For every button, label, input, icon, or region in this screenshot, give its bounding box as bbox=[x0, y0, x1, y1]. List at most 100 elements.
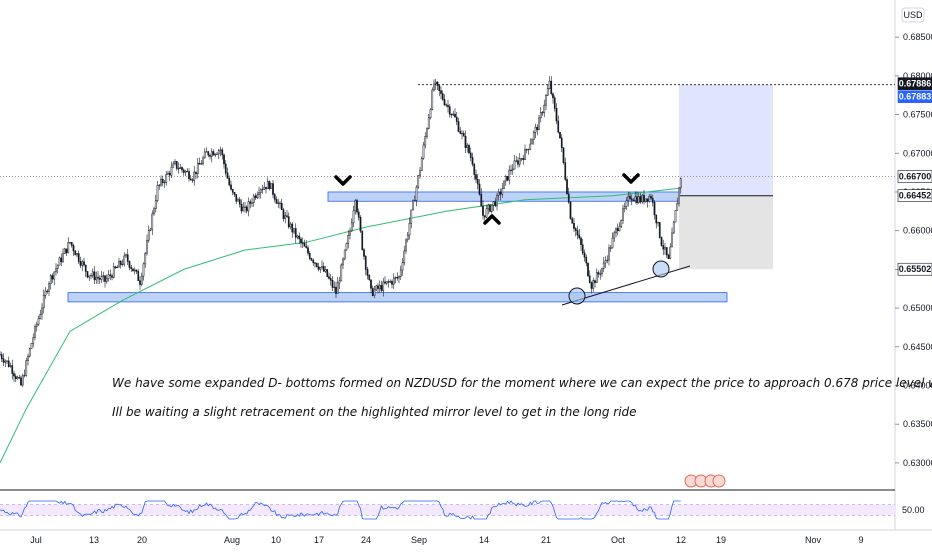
candle bbox=[126, 249, 129, 265]
candle bbox=[604, 256, 607, 268]
candle bbox=[510, 164, 512, 175]
candle bbox=[594, 279, 596, 288]
candle bbox=[531, 138, 533, 145]
candle bbox=[511, 164, 514, 175]
candle bbox=[413, 195, 416, 202]
currency-badge[interactable] bbox=[901, 7, 925, 23]
candle bbox=[105, 274, 108, 284]
candle bbox=[289, 221, 292, 230]
candle bbox=[326, 269, 329, 278]
candle bbox=[401, 257, 404, 276]
candle bbox=[56, 264, 59, 274]
candle bbox=[438, 85, 441, 97]
candle bbox=[343, 249, 346, 261]
time-tick-label: 13 bbox=[89, 535, 99, 545]
candle bbox=[496, 192, 498, 211]
candle bbox=[245, 205, 248, 214]
candle bbox=[238, 196, 241, 208]
candle bbox=[665, 247, 668, 258]
price-tag[interactable]: 0.65502 bbox=[897, 262, 932, 276]
candle bbox=[545, 93, 547, 110]
candle bbox=[329, 274, 332, 286]
candle bbox=[216, 151, 218, 155]
candle bbox=[345, 242, 348, 251]
candle bbox=[387, 279, 390, 288]
candle bbox=[492, 201, 495, 211]
candle bbox=[125, 253, 127, 259]
candle bbox=[431, 87, 434, 111]
candle bbox=[319, 266, 322, 274]
candle bbox=[679, 177, 682, 194]
time-tick-label: Oct bbox=[611, 535, 626, 545]
candle bbox=[123, 252, 126, 267]
trade-target-area[interactable] bbox=[679, 84, 773, 196]
candle bbox=[366, 266, 369, 280]
candle bbox=[410, 209, 413, 229]
candle bbox=[314, 262, 316, 268]
price-tag-label: 0.66452 bbox=[899, 191, 932, 201]
candle bbox=[476, 174, 479, 190]
candle bbox=[254, 193, 257, 201]
time-tick-label: 9 bbox=[858, 535, 863, 545]
candle bbox=[83, 257, 85, 267]
candle bbox=[333, 281, 336, 292]
candle bbox=[336, 276, 339, 294]
candle bbox=[357, 208, 360, 221]
candle bbox=[156, 181, 159, 203]
economic-events-icon[interactable] bbox=[684, 474, 726, 488]
candle bbox=[90, 273, 92, 280]
candle bbox=[284, 212, 287, 224]
candle bbox=[454, 108, 456, 118]
price-tag[interactable]: 0.67883 bbox=[897, 90, 932, 103]
candle bbox=[340, 263, 343, 282]
candle bbox=[632, 198, 635, 202]
candle bbox=[651, 194, 654, 207]
candle bbox=[128, 260, 131, 271]
candle bbox=[77, 250, 80, 264]
price-tag[interactable]: 0.66700 bbox=[897, 170, 932, 183]
candle bbox=[485, 204, 488, 219]
bottom-circle-right bbox=[652, 260, 670, 278]
candle bbox=[167, 170, 169, 175]
candle bbox=[352, 205, 355, 227]
candle bbox=[669, 242, 672, 260]
rsi-band bbox=[0, 504, 895, 516]
candle bbox=[303, 239, 306, 247]
candle bbox=[130, 264, 133, 272]
candles-layer bbox=[0, 76, 682, 388]
candle bbox=[42, 289, 45, 314]
candle bbox=[667, 253, 670, 260]
trade-stop-area[interactable] bbox=[679, 195, 773, 270]
price-tag[interactable]: 0.67886 bbox=[897, 77, 932, 90]
candle bbox=[583, 249, 586, 262]
zone-lower[interactable] bbox=[67, 292, 728, 303]
candle bbox=[644, 198, 647, 203]
annotation-line-1: We have some expanded D- bottoms formed … bbox=[112, 376, 932, 390]
candle bbox=[230, 180, 232, 191]
moving-average-line bbox=[0, 187, 681, 464]
candle bbox=[506, 176, 509, 182]
price-tag[interactable]: 0.66452 bbox=[897, 189, 932, 202]
candle bbox=[226, 167, 229, 179]
candle bbox=[70, 241, 73, 248]
candle bbox=[452, 110, 455, 117]
candle bbox=[51, 273, 54, 283]
candle bbox=[240, 199, 243, 214]
candle bbox=[532, 130, 535, 145]
candle bbox=[321, 260, 323, 270]
candle bbox=[382, 277, 385, 297]
candle bbox=[223, 153, 225, 169]
candle bbox=[219, 146, 222, 157]
candle bbox=[76, 252, 78, 258]
candle bbox=[0, 351, 3, 362]
candle bbox=[515, 156, 518, 163]
candle bbox=[527, 148, 530, 155]
candle bbox=[504, 174, 507, 186]
candle bbox=[261, 184, 264, 194]
candle bbox=[494, 197, 497, 208]
candle bbox=[517, 157, 519, 168]
